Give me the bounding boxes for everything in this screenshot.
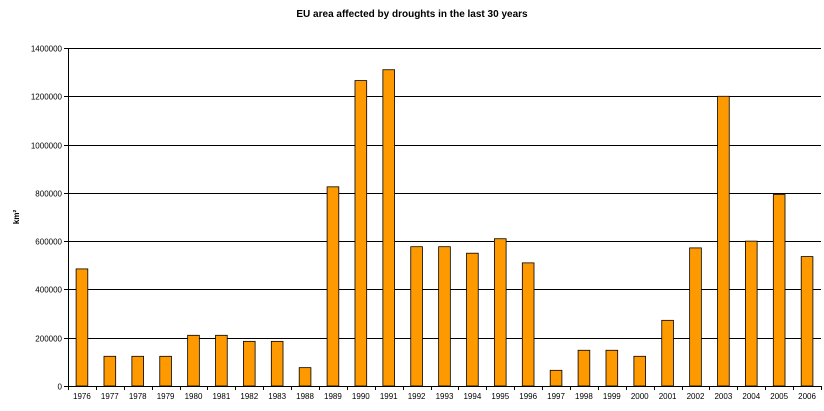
bar-1981	[215, 334, 228, 387]
bar-1978	[131, 355, 144, 387]
bar-2006	[800, 256, 814, 387]
x-tick-label: 2000	[631, 392, 649, 401]
y-tick-label: 600000	[35, 238, 62, 247]
bar-1991	[382, 69, 395, 387]
x-tick-label: 1993	[436, 392, 454, 401]
y-tick-label: 1000000	[31, 142, 63, 151]
x-tick-label: 2005	[770, 392, 788, 401]
bar-1999	[605, 349, 619, 387]
bar-2002	[689, 247, 702, 387]
bar-2001	[661, 319, 674, 387]
bars	[75, 69, 814, 387]
bar-1990	[354, 80, 368, 387]
x-tick-label: 1995	[491, 392, 509, 401]
y-tick-labels: 0 200000 400000 600000 800000 1000000 1200000 1…	[31, 45, 63, 392]
x-tick-labels: 1976 1977 1978 1979 1980 1981 1982 1983 1988 1989…	[73, 392, 816, 401]
bar-1993	[438, 246, 451, 387]
bar-1979	[159, 355, 172, 387]
y-tick-label: 0	[58, 383, 63, 392]
x-tick-label: 1977	[101, 392, 119, 401]
x-tick-label: 2004	[742, 392, 760, 401]
y-axis-label: km²	[12, 210, 21, 225]
x-tick-label: 1992	[408, 392, 426, 401]
chart-title: EU area affected by droughts in the last…	[296, 9, 528, 20]
y-tick-label: 800000	[35, 190, 62, 199]
gridlines	[68, 48, 821, 339]
x-tick-label: 2003	[714, 392, 732, 401]
bar-1996	[521, 262, 535, 387]
bar-2003	[717, 95, 730, 387]
x-tick-label: 2002	[687, 392, 705, 401]
axes	[64, 48, 822, 390]
bar-1983	[270, 340, 284, 387]
bar-1980	[187, 334, 200, 387]
x-tick-label: 1988	[296, 392, 314, 401]
x-tick-label: 1997	[547, 392, 565, 401]
x-tick-label: 1999	[603, 392, 621, 401]
x-tick-label: 2006	[798, 392, 816, 401]
bar-1989	[326, 186, 340, 387]
x-tick-label: 1981	[212, 392, 230, 401]
bar-1982	[243, 340, 256, 387]
x-tick-label: 1982	[240, 392, 258, 401]
y-tick-label: 200000	[35, 335, 62, 344]
x-tick-label: 1994	[463, 392, 481, 401]
x-tick-label: 1989	[324, 392, 342, 401]
bar-1988	[298, 367, 312, 387]
x-tick-label: 1980	[185, 392, 203, 401]
x-tick-label: 1978	[129, 392, 147, 401]
y-tick-label: 1400000	[31, 45, 63, 54]
x-tick-label: 1983	[268, 392, 286, 401]
bar-1976	[75, 268, 89, 387]
bar-2000	[633, 355, 646, 387]
bar-1977	[103, 355, 117, 387]
bar-1995	[494, 238, 507, 387]
x-tick-label: 1976	[73, 392, 91, 401]
y-tick-label: 400000	[35, 286, 62, 295]
x-tick-label: 1991	[380, 392, 398, 401]
x-tick-label: 1998	[575, 392, 593, 401]
y-tick-label: 1200000	[31, 93, 63, 102]
x-tick-label: 1979	[157, 392, 175, 401]
bar-2005	[772, 194, 786, 387]
bar-1992	[410, 246, 423, 387]
bar-1997	[549, 369, 563, 387]
x-tick-label: 1996	[519, 392, 537, 401]
x-tick-label: 2001	[659, 392, 677, 401]
bar-1998	[577, 349, 591, 387]
bar-1994	[466, 252, 479, 387]
x-tick-label: 1990	[352, 392, 370, 401]
bar-2004	[745, 240, 758, 387]
